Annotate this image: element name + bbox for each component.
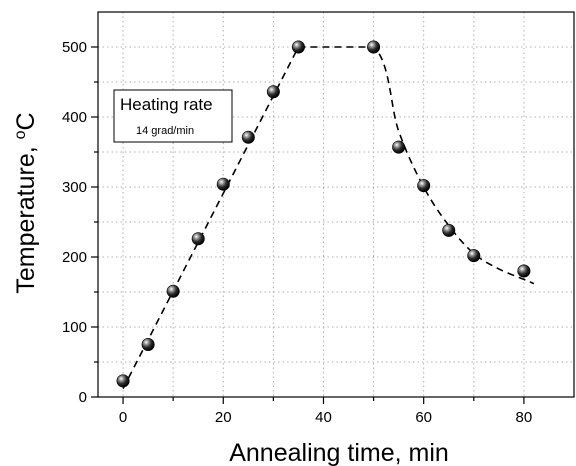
annotation-title: Heating rate [120,95,213,114]
x-tick-label: 40 [315,409,332,426]
x-tick-label: 0 [119,409,127,426]
data-point [518,265,530,277]
x-axis-title: Annealing time, min [229,439,449,466]
y-axis-unit-c: C [12,112,40,130]
data-point [192,233,204,245]
data-point [242,131,254,143]
data-point [217,178,229,190]
plot-frame [98,12,574,397]
annotation-subtitle: 14 grad/min [136,125,194,137]
data-point [367,41,379,53]
grid [98,12,574,397]
annotation-box: Heating rate 14 grad/min [114,90,232,142]
y-axis-title: Temperature, oC [12,112,40,293]
x-tick-label: 80 [516,409,533,426]
data-point [292,41,304,53]
y-tick-label: 0 [79,389,87,406]
data-point [392,141,404,153]
data-point [267,86,279,98]
y-tick-label: 200 [62,249,87,266]
data-point [142,338,154,350]
y-tick-label: 400 [62,109,87,126]
x-tick-label: 20 [215,409,232,426]
data-point [443,224,455,236]
x-tick-label: 60 [415,409,432,426]
y-tick-label: 500 [62,39,87,56]
data-point [167,285,179,297]
data-point [468,249,480,261]
data-point [417,179,429,191]
y-axis-title-text: Temperature, [12,139,40,293]
y-axis-unit-o: o [12,130,29,139]
y-tick-label: 100 [62,319,87,336]
data-point [117,375,129,387]
y-tick-label: 300 [62,179,87,196]
